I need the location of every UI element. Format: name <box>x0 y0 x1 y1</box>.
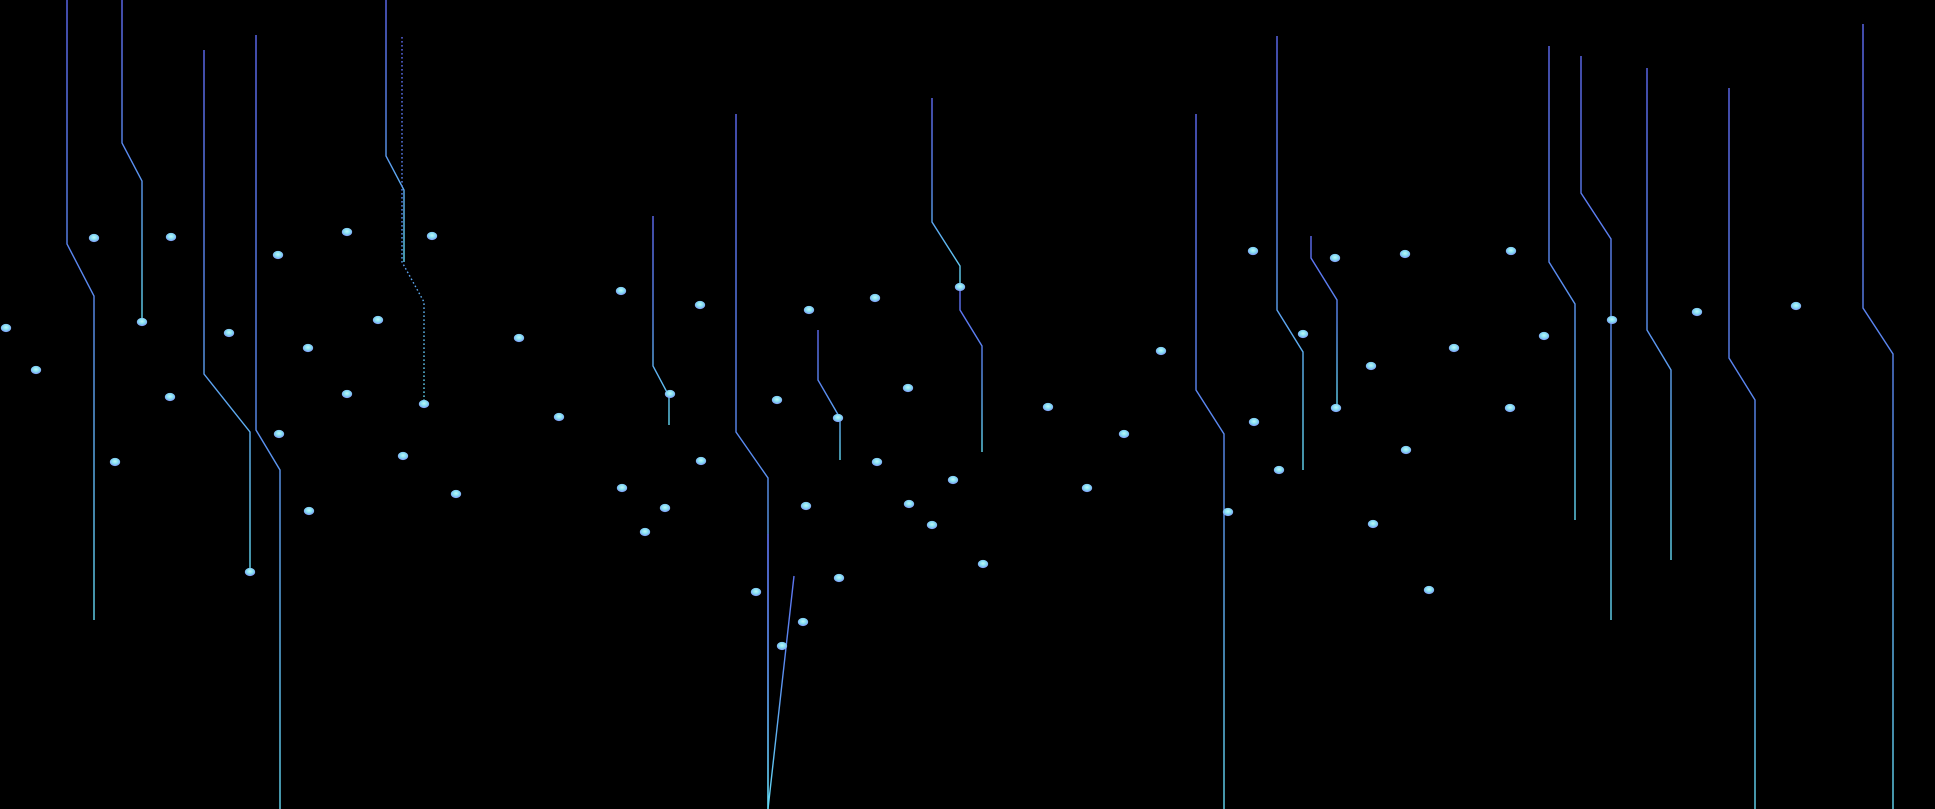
trace-endpoint-dot <box>1505 246 1517 256</box>
circuit-trace <box>1647 68 1671 560</box>
dot-group <box>0 227 1802 651</box>
circuit-trace <box>1729 88 1755 809</box>
trace-endpoint-dot <box>273 429 285 439</box>
trace-endpoint-dot <box>659 503 671 513</box>
trace-endpoint-dot <box>776 641 788 651</box>
circuit-trace <box>1196 114 1224 809</box>
circuit-trace <box>256 35 280 809</box>
trace-endpoint-dot <box>1329 253 1341 263</box>
trace-endpoint-dot <box>1297 329 1309 339</box>
trace-endpoint-dot <box>1222 507 1234 517</box>
circuit-trace <box>386 0 404 262</box>
trace-endpoint-dot <box>664 389 676 399</box>
circuit-trace <box>960 286 982 452</box>
trace-endpoint-dot <box>223 328 235 338</box>
trace-endpoint-dot <box>1691 307 1703 317</box>
trace-endpoint-dot <box>372 315 384 325</box>
trace-endpoint-dot <box>272 250 284 260</box>
trace-group <box>6 0 1927 809</box>
circuit-trace <box>653 216 669 425</box>
trace-endpoint-dot <box>694 300 706 310</box>
trace-endpoint-dot <box>977 559 989 569</box>
circuit-trace <box>1277 36 1303 470</box>
circuit-trace <box>402 37 424 404</box>
trace-endpoint-dot <box>165 232 177 242</box>
trace-endpoint-dot <box>954 282 966 292</box>
trace-endpoint-dot <box>553 412 565 422</box>
trace-endpoint-dot <box>1448 343 1460 353</box>
trace-endpoint-dot <box>1790 301 1802 311</box>
circuit-trace <box>1311 236 1337 408</box>
trace-endpoint-dot <box>1247 246 1259 256</box>
trace-endpoint-dot <box>1081 483 1093 493</box>
trace-endpoint-dot <box>418 399 430 409</box>
trace-endpoint-dot <box>947 475 959 485</box>
trace-endpoint-dot <box>1118 429 1130 439</box>
trace-endpoint-dot <box>244 567 256 577</box>
trace-endpoint-dot <box>1399 249 1411 259</box>
trace-endpoint-dot <box>797 617 809 627</box>
trace-endpoint-dot <box>903 499 915 509</box>
trace-endpoint-dot <box>341 227 353 237</box>
circuit-trace <box>67 0 94 620</box>
trace-endpoint-dot <box>1248 417 1260 427</box>
trace-endpoint-dot <box>341 389 353 399</box>
trace-endpoint-dot <box>1423 585 1435 595</box>
trace-endpoint-dot <box>695 456 707 466</box>
circuit-trace <box>122 0 142 322</box>
trace-endpoint-dot <box>871 457 883 467</box>
trace-endpoint-dot <box>397 451 409 461</box>
trace-endpoint-dot <box>0 323 12 333</box>
trace-endpoint-dot <box>1367 519 1379 529</box>
trace-endpoint-dot <box>800 501 812 511</box>
trace-endpoint-dot <box>616 483 628 493</box>
trace-endpoint-dot <box>1273 465 1285 475</box>
trace-endpoint-dot <box>164 392 176 402</box>
trace-endpoint-dot <box>1365 361 1377 371</box>
trace-endpoint-dot <box>1330 403 1342 413</box>
trace-endpoint-dot <box>869 293 881 303</box>
trace-endpoint-dot <box>1400 445 1412 455</box>
circuit-trace <box>1549 46 1575 520</box>
trace-endpoint-dot <box>303 506 315 516</box>
circuit-trace <box>768 534 794 809</box>
trace-endpoint-dot <box>1155 346 1167 356</box>
trace-endpoint-dot <box>803 305 815 315</box>
trace-endpoint-dot <box>109 457 121 467</box>
circuit-trace <box>1581 56 1611 620</box>
trace-endpoint-dot <box>450 489 462 499</box>
trace-endpoint-dot <box>639 527 651 537</box>
trace-endpoint-dot <box>426 231 438 241</box>
trace-endpoint-dot <box>1538 331 1550 341</box>
trace-endpoint-dot <box>833 573 845 583</box>
trace-endpoint-dot <box>1042 402 1054 412</box>
trace-endpoint-dot <box>30 365 42 375</box>
trace-endpoint-dot <box>750 587 762 597</box>
trace-endpoint-dot <box>926 520 938 530</box>
circuit-trace <box>1863 24 1893 809</box>
trace-endpoint-dot <box>1504 403 1516 413</box>
trace-endpoint-dot <box>832 413 844 423</box>
trace-endpoint-dot <box>615 286 627 296</box>
trace-endpoint-dot <box>1606 315 1618 325</box>
trace-endpoint-dot <box>513 333 525 343</box>
trace-endpoint-dot <box>88 233 100 243</box>
trace-endpoint-dot <box>771 395 783 405</box>
trace-endpoint-dot <box>302 343 314 353</box>
circuit-trace <box>818 330 840 460</box>
trace-endpoint-dot <box>902 383 914 393</box>
trace-endpoint-dot <box>136 317 148 327</box>
